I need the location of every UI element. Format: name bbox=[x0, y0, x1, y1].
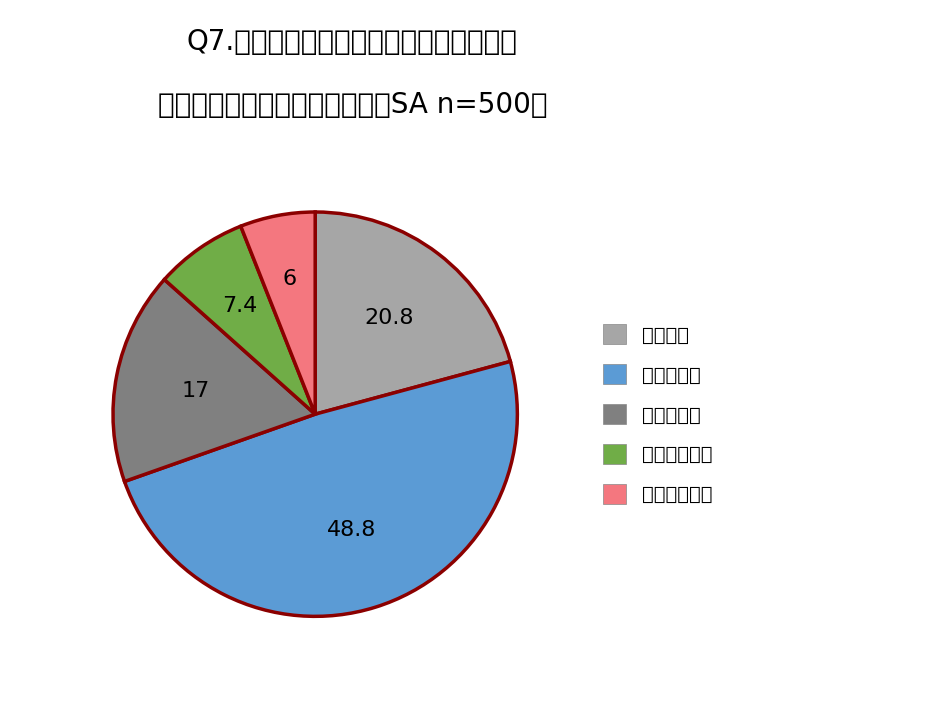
Wedge shape bbox=[315, 212, 511, 414]
Wedge shape bbox=[124, 362, 517, 616]
Text: 48.8: 48.8 bbox=[326, 520, 376, 540]
Text: 6: 6 bbox=[283, 269, 297, 289]
Wedge shape bbox=[113, 279, 315, 482]
Text: 17: 17 bbox=[182, 380, 210, 401]
Wedge shape bbox=[164, 226, 315, 414]
Legend: よくある, たまにある, あまりない, ほとんどない, まったくない: よくある, たまにある, あまりない, ほとんどない, まったくない bbox=[603, 324, 712, 505]
Wedge shape bbox=[241, 212, 315, 414]
Text: 20.8: 20.8 bbox=[364, 308, 413, 328]
Text: 感じた経験はありますか？　（SA n=500）: 感じた経験はありますか？ （SA n=500） bbox=[158, 91, 547, 119]
Text: Q7.ヘッドホン着用による装着「疲れ」を: Q7.ヘッドホン着用による装着「疲れ」を bbox=[187, 28, 517, 56]
Text: 7.4: 7.4 bbox=[222, 296, 258, 317]
